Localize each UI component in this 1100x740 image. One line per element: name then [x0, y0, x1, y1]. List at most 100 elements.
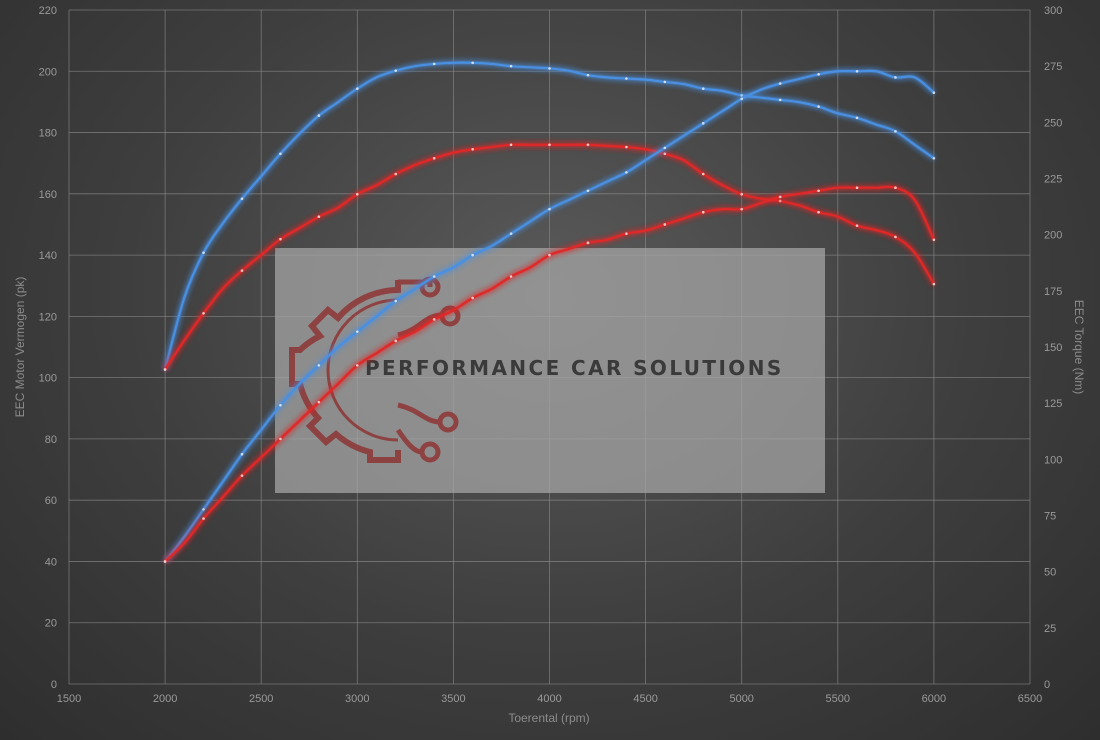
series-point	[586, 241, 590, 245]
series-point	[356, 87, 359, 90]
series-point	[202, 517, 205, 520]
series-point	[432, 275, 436, 278]
series-point	[817, 105, 820, 108]
series-point	[163, 560, 167, 563]
x-tick-label: 1500	[57, 693, 81, 705]
series-lines	[163, 60, 936, 563]
series-point	[778, 199, 782, 203]
series-point	[548, 143, 551, 147]
y2-tick-label: 75	[1044, 511, 1056, 523]
series-point	[740, 192, 743, 196]
y2-tick-label: 225	[1044, 174, 1062, 186]
y-tick-label: 20	[45, 618, 57, 630]
series-point	[279, 437, 282, 441]
y2-tick-label: 100	[1044, 454, 1062, 466]
series-point	[586, 189, 590, 193]
series-point	[855, 69, 859, 73]
y-tick-label: 100	[39, 373, 57, 385]
series-point	[855, 186, 859, 189]
tick-labels: 1500 2000 2500 3000 3500 4000 4500 5000 5500 6000…	[39, 5, 1063, 705]
series-point	[163, 368, 167, 371]
series-point	[548, 67, 551, 70]
series-point	[778, 82, 782, 85]
watermark-text: PERFORMANCE CAR SOLUTIONS	[365, 356, 784, 380]
series-point	[778, 195, 782, 199]
series-point	[471, 296, 474, 300]
y-tick-label: 180	[39, 128, 57, 140]
series-point	[894, 130, 897, 133]
series-point	[279, 237, 282, 241]
series-point	[432, 156, 436, 160]
series-point	[240, 269, 244, 272]
series-point	[817, 210, 820, 214]
series-point	[471, 253, 474, 257]
x-tick-label: 6500	[1018, 693, 1042, 705]
series-point	[663, 146, 667, 150]
x-tick-label: 4000	[537, 693, 561, 705]
y2-tick-label: 200	[1044, 230, 1062, 242]
series-point	[356, 192, 359, 196]
series-point	[625, 171, 628, 174]
series-point	[932, 238, 936, 242]
series-point	[663, 80, 667, 84]
series-point	[202, 508, 205, 511]
y-tick-label: 0	[51, 679, 57, 691]
x-tick-label: 4500	[633, 693, 657, 705]
series-point	[432, 62, 436, 66]
series-point	[932, 156, 936, 160]
y2-tick-label: 300	[1044, 5, 1062, 17]
series-point	[701, 122, 705, 125]
y-tick-label: 140	[39, 250, 57, 262]
x-tick-label: 6000	[922, 693, 946, 705]
series-point	[432, 318, 436, 321]
series-point	[317, 114, 321, 117]
series-point	[663, 223, 667, 226]
series-point	[586, 143, 590, 147]
series-point	[894, 186, 897, 189]
y2-axis-label: EEC Torque (Nm)	[1072, 300, 1086, 394]
watermark: PERFORMANCE CAR SOLUTIONS	[275, 248, 825, 493]
series-point	[625, 145, 628, 149]
series-point	[202, 312, 205, 315]
y2-tick-label: 175	[1044, 286, 1062, 298]
y-tick-label: 80	[45, 434, 57, 446]
series-point	[240, 197, 244, 201]
series-point	[625, 232, 628, 235]
series-point	[701, 87, 705, 90]
series-point	[279, 152, 282, 156]
series-point	[740, 94, 743, 97]
y-tick-label: 120	[39, 311, 57, 323]
series-point	[894, 76, 897, 79]
x-tick-label: 3000	[345, 693, 369, 705]
series-point	[855, 224, 859, 227]
x-axis-label: Toerental (rpm)	[508, 711, 589, 725]
series-point	[586, 73, 590, 77]
y2-tick-label: 150	[1044, 342, 1062, 354]
series-point	[509, 143, 513, 147]
series-point	[240, 452, 244, 456]
series-point	[548, 253, 551, 257]
series-point	[394, 172, 398, 176]
series-point	[394, 299, 398, 303]
series-point	[471, 61, 474, 65]
series-point	[394, 69, 398, 72]
series-point	[471, 147, 474, 151]
series-point	[509, 275, 513, 278]
series-point	[932, 282, 936, 286]
series-point	[548, 207, 551, 211]
series-point	[894, 235, 897, 239]
series-point	[356, 364, 359, 367]
series-point	[279, 403, 282, 407]
series-point	[817, 189, 820, 193]
y-tick-label: 220	[39, 5, 57, 17]
y2-tick-label: 0	[1044, 679, 1050, 691]
x-tick-label: 5500	[826, 693, 850, 705]
y-tick-label: 160	[39, 189, 57, 201]
y2-tick-label: 250	[1044, 117, 1062, 129]
series-point	[701, 172, 705, 176]
series-point	[817, 73, 820, 76]
y-tick-label: 40	[45, 556, 57, 568]
series-point	[855, 116, 859, 120]
y2-tick-label: 50	[1044, 567, 1056, 579]
